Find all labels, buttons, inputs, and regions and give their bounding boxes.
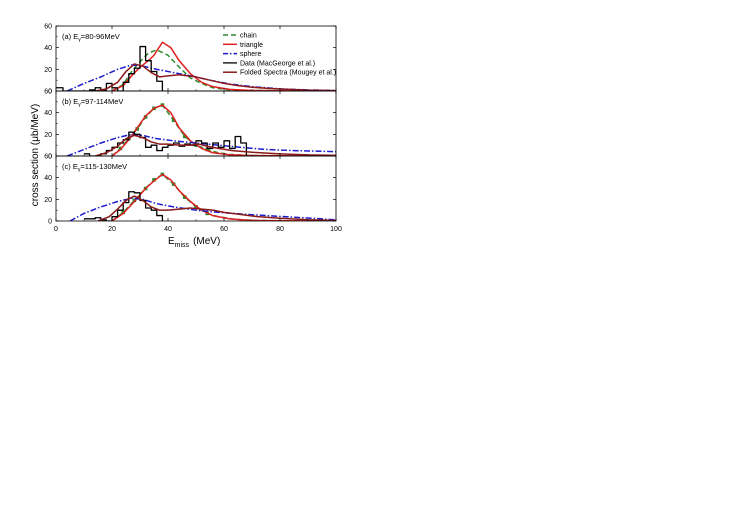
legend-label: Data (MacGeorge et al.) [240, 60, 315, 67]
series-line-folded-spectra-mougey-et-al [94, 134, 336, 156]
panel-label-pre: (c) E [62, 162, 78, 171]
legend-label: chain [240, 33, 257, 40]
y-tick-label: 0 [48, 219, 52, 226]
panel-label-pre: (b) E [62, 97, 78, 106]
legend: chain triangle sphere Data (MacGeorge et al… [223, 33, 336, 77]
series-line-chain [111, 104, 336, 156]
data-point [194, 205, 198, 209]
y-tick-label: 40 [44, 45, 52, 52]
x-axis-title: Emiss (MeV) [168, 236, 220, 249]
legend-item: sphere [223, 51, 262, 58]
x-axis-title-main: E [168, 236, 175, 247]
x-tick-label: 40 [164, 226, 172, 233]
x-tick-label: 60 [220, 226, 228, 233]
series-group [66, 103, 336, 156]
legend-label: sphere [240, 51, 262, 58]
x-tick-label: 20 [108, 226, 116, 233]
series-line-triangle [111, 41, 336, 91]
series-line-sphere [69, 197, 336, 221]
series-line-chain [111, 173, 336, 221]
y-tick-label: 20 [44, 132, 52, 139]
y-tick-label: 60 [44, 154, 52, 161]
panel-label-post: =97-114MeV [81, 97, 124, 106]
panel-label: (c) Eγ=115-130MeV [62, 162, 127, 173]
y-axis-title: cross section (μb/MeV) [30, 104, 41, 206]
legend-label: Folded Spectra (Mougey et al.) [240, 70, 336, 77]
legend-item: chain [223, 33, 257, 40]
data-point [152, 178, 156, 182]
series-line-sphere [66, 133, 336, 156]
data-point [205, 147, 209, 152]
panel-label: (b) Eγ=97-114MeV [62, 97, 123, 108]
y-tick-label: 0 [48, 154, 52, 161]
series-line-folded-spectra-mougey-et-al [95, 63, 336, 91]
legend-item: triangle [223, 42, 263, 49]
svg-text:Emiss(MeV): Emiss (MeV) [168, 236, 220, 249]
panel-a: 0 20 40 60 (a) Eγ=80-96MeV [44, 24, 337, 96]
y-tick-label: 60 [44, 24, 52, 31]
x-tick-label: 80 [276, 226, 284, 233]
panel-label-pre: (a) E [62, 32, 78, 41]
y-tick-label: 40 [44, 110, 52, 117]
series-group [69, 172, 336, 221]
legend-item: Folded Spectra (Mougey et al.) [223, 70, 336, 77]
panel-label-post: =115-130MeV [80, 162, 127, 171]
series-line-data-macgeorge-et-al [56, 45, 164, 91]
y-tick-label: 20 [44, 197, 52, 204]
legend-label: triangle [240, 42, 263, 49]
y-tick-label: 20 [44, 67, 52, 74]
x-axis-title-sub: miss [175, 242, 190, 249]
legend-item: Data (MacGeorge et al.) [223, 60, 315, 67]
y-tick-label: 60 [44, 89, 52, 96]
data-point [183, 195, 187, 199]
x-tick-label: 0 [54, 226, 58, 233]
panel-label-sub: γ [78, 102, 81, 108]
y-tick-label: 0 [48, 89, 52, 96]
x-axis-title-unit: (MeV) [193, 236, 220, 247]
y-tick-label: 40 [44, 175, 52, 182]
panel-label: (a) Eγ=80-96MeV [62, 32, 120, 43]
series-line-folded-spectra-mougey-et-al [97, 195, 336, 221]
series-line-triangle [111, 173, 336, 221]
series-group [56, 41, 336, 91]
data-point [183, 134, 187, 139]
series-line-triangle [111, 104, 336, 156]
panel-b: 0 20 40 60 (b) Eγ=97-114MeV [44, 89, 337, 161]
data-point [171, 118, 176, 123]
x-tick-label: 100 [330, 226, 342, 233]
panel-label-sub: γ [78, 37, 81, 43]
panel-label-sub: γ [78, 167, 81, 173]
panel-label-post: =80-96MeV [81, 32, 120, 41]
